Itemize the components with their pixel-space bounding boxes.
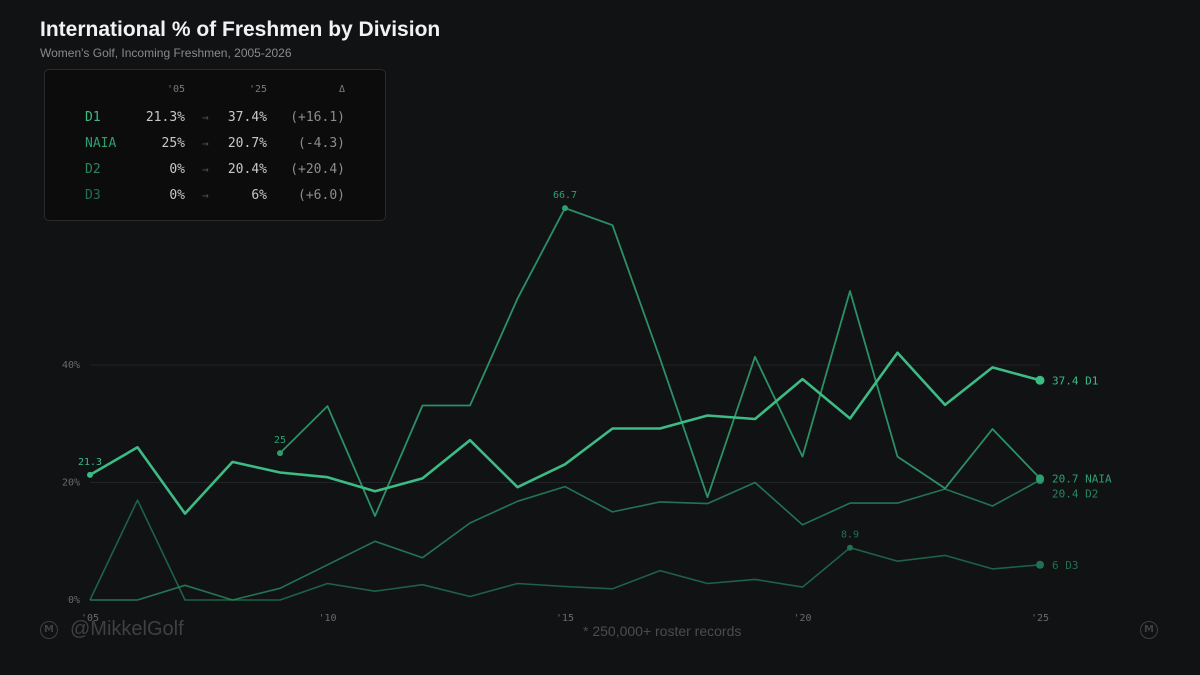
summary-start-value: 0% — [169, 162, 185, 177]
summary-row-d3: D3 0% → 6% (+6.0) — [45, 188, 385, 206]
footnote: * 250,000+ roster records — [583, 623, 742, 639]
summary-delta: (+16.1) — [290, 110, 345, 125]
summary-row-d2: D2 0% → 20.4% (+20.4) — [45, 162, 385, 180]
end-point-naia — [1036, 474, 1044, 483]
summary-start-value: 25% — [161, 136, 185, 151]
annotation-label: 66.7 — [553, 190, 577, 201]
summary-end-value: 20.7% — [227, 136, 267, 151]
summary-start-value: 0% — [169, 188, 185, 203]
annotation-label: 21.3 — [78, 457, 102, 468]
y-tick-label: 40% — [62, 360, 80, 371]
x-tick-label: '25 — [1031, 613, 1049, 624]
y-tick-label: 20% — [62, 478, 80, 489]
summary-delta: (+6.0) — [298, 188, 345, 203]
annotation-point — [562, 205, 568, 212]
summary-row-d1: D1 21.3% → 37.4% (+16.1) — [45, 110, 385, 128]
arrow-icon: → — [202, 163, 209, 176]
series-line-d3 — [89, 499, 1041, 601]
series-line-d2 — [90, 479, 1041, 601]
annotation-point — [847, 544, 853, 551]
x-tick-label: '05 — [81, 613, 99, 624]
summary-end-value: 20.4% — [227, 162, 267, 177]
annotation-label: 8.9 — [841, 530, 859, 541]
annotation-point — [277, 450, 283, 457]
summary-division: D2 — [85, 162, 101, 177]
summary-division: NAIA — [85, 136, 117, 151]
x-tick-label: '10 — [318, 613, 336, 624]
x-tick-label: '15 — [556, 613, 574, 624]
summary-division: D3 — [85, 188, 101, 203]
summary-delta: (-4.3) — [298, 136, 345, 151]
summary-header-delta: Δ — [338, 84, 345, 95]
summary-table: '05 '25 Δ D1 21.3% → 37.4% (+16.1) NAIA … — [44, 69, 386, 221]
end-label-d3: 6 D3 — [1052, 559, 1079, 572]
chart-subtitle: Women's Golf, Incoming Freshmen, 2005-20… — [40, 46, 292, 60]
summary-delta: (+20.4) — [290, 162, 345, 177]
end-label-d2: 20.4 D2 — [1052, 487, 1098, 500]
chart-title: International % of Freshmen by Division — [40, 18, 441, 41]
arrow-icon: → — [202, 111, 209, 124]
annotation-point — [87, 471, 93, 478]
summary-division: D1 — [85, 110, 101, 125]
annotation-label: 25 — [274, 435, 286, 446]
end-label-naia: 20.7 NAIA — [1052, 472, 1112, 485]
summary-end-value: 37.4% — [227, 110, 267, 125]
y-tick-label: 0% — [68, 595, 80, 606]
summary-end-value: 6% — [251, 188, 267, 203]
summary-header: '05 '25 Δ — [45, 84, 385, 98]
series-line-d1 — [89, 351, 1041, 515]
end-label-d1: 37.4 D1 — [1052, 374, 1098, 387]
summary-header-end: '25 — [248, 84, 267, 95]
summary-header-start: '05 — [166, 84, 185, 95]
series-line-naia — [279, 207, 1041, 517]
arrow-icon: → — [202, 189, 209, 202]
end-point-d1 — [1035, 375, 1045, 385]
arrow-icon: → — [202, 137, 209, 150]
author-handle: @MikkelGolf — [70, 618, 184, 640]
x-tick-label: '20 — [793, 613, 811, 624]
summary-row-naia: NAIA 25% → 20.7% (-4.3) — [45, 136, 385, 154]
logo-icon-right: M — [1140, 621, 1158, 639]
summary-start-value: 21.3% — [145, 110, 185, 125]
logo-icon: M — [40, 621, 58, 639]
end-point-d3 — [1036, 560, 1044, 569]
